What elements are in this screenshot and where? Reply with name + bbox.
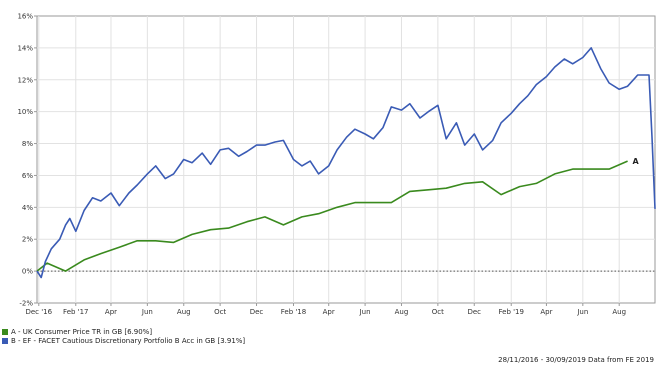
y-tick-label: 8% xyxy=(22,140,33,148)
y-tick-label: 4% xyxy=(22,204,33,212)
legend-swatch-b xyxy=(2,337,8,344)
y-tick-label: 14% xyxy=(17,44,33,52)
line-chart: -2% 0% 2% 4% 6% 8% 10% 12% 14% 16% Dec '16 Feb '17 A… xyxy=(17,13,656,316)
x-tick-label: Dec xyxy=(467,308,481,316)
x-tick-label: Feb '17 xyxy=(63,308,88,316)
y-tick-label: 16% xyxy=(17,13,33,21)
series-end-label: A xyxy=(633,157,640,166)
x-tick-label: Dec '16 xyxy=(25,308,52,316)
x-tick-label: Aug xyxy=(612,308,626,316)
x-tick-label: Jun xyxy=(576,308,588,316)
x-tick-label: Feb '18 xyxy=(281,308,306,316)
y-tick-label: -2% xyxy=(19,300,33,308)
x-tick-label: Aug xyxy=(177,308,191,316)
y-tick-label: 2% xyxy=(22,236,33,244)
x-tick-label: Apr xyxy=(323,308,335,316)
x-tick-label: Feb '19 xyxy=(499,308,524,316)
y-tick-label: 12% xyxy=(17,76,33,84)
x-tick-label: Apr xyxy=(540,308,552,316)
y-tick-label: 6% xyxy=(22,172,33,180)
y-tick-label: 10% xyxy=(17,108,33,116)
series-line-a xyxy=(36,160,628,272)
plot-area xyxy=(36,15,656,304)
x-tick-label: Aug xyxy=(395,308,409,316)
x-tick-label: Oct xyxy=(214,308,226,316)
legend-label-a: A - UK Consumer Price TR in GB [6.90%] xyxy=(11,328,153,336)
x-tick-label: Dec xyxy=(250,308,264,316)
legend-swatch-a xyxy=(2,328,8,335)
x-tick-label: Jun xyxy=(141,308,153,316)
data-source-footer: 28/11/2016 - 30/09/2019 Data from FE 201… xyxy=(498,356,654,364)
legend-label-b: B - EF - FACET Cautious Discretionary Po… xyxy=(11,337,246,345)
y-tick-label: 0% xyxy=(22,268,33,276)
legend-item-b: B - EF - FACET Cautious Discretionary Po… xyxy=(2,336,245,346)
legend-item-a: A - UK Consumer Price TR in GB [6.90%] xyxy=(2,327,152,337)
x-tick-label: Jun xyxy=(359,308,371,316)
x-tick-label: Oct xyxy=(432,308,444,316)
x-tick-label: Apr xyxy=(105,308,117,316)
series-line-b xyxy=(36,47,656,279)
